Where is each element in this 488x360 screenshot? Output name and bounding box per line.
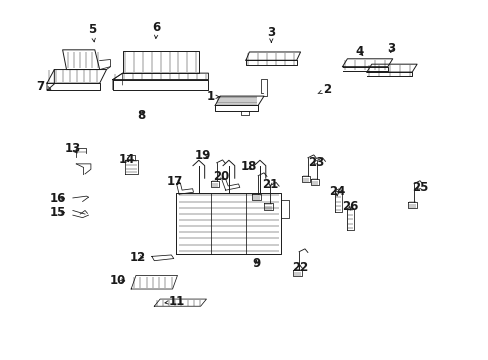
- Text: 17: 17: [167, 175, 183, 188]
- Text: 15: 15: [50, 207, 66, 220]
- Text: 21: 21: [262, 178, 278, 191]
- Text: 12: 12: [130, 251, 146, 264]
- Text: 7: 7: [37, 80, 51, 93]
- Text: 19: 19: [194, 149, 211, 162]
- Text: 26: 26: [342, 201, 358, 213]
- Text: 6: 6: [152, 21, 161, 39]
- Text: 8: 8: [137, 109, 145, 122]
- Text: 13: 13: [64, 142, 81, 155]
- Text: 1: 1: [206, 90, 220, 103]
- Text: 14: 14: [118, 153, 134, 166]
- Text: 18: 18: [240, 160, 256, 173]
- Text: 16: 16: [50, 192, 66, 205]
- Text: 22: 22: [292, 261, 308, 274]
- Text: 23: 23: [308, 156, 324, 168]
- Text: 4: 4: [354, 45, 363, 58]
- Text: 3: 3: [267, 27, 275, 42]
- Text: 5: 5: [88, 23, 96, 42]
- Text: 25: 25: [411, 181, 427, 194]
- Text: 20: 20: [213, 170, 229, 183]
- Text: 24: 24: [328, 185, 345, 198]
- Text: 11: 11: [164, 295, 185, 308]
- Text: 9: 9: [252, 257, 260, 270]
- Text: 10: 10: [109, 274, 125, 287]
- Text: 2: 2: [317, 83, 331, 96]
- Text: 3: 3: [386, 41, 394, 54]
